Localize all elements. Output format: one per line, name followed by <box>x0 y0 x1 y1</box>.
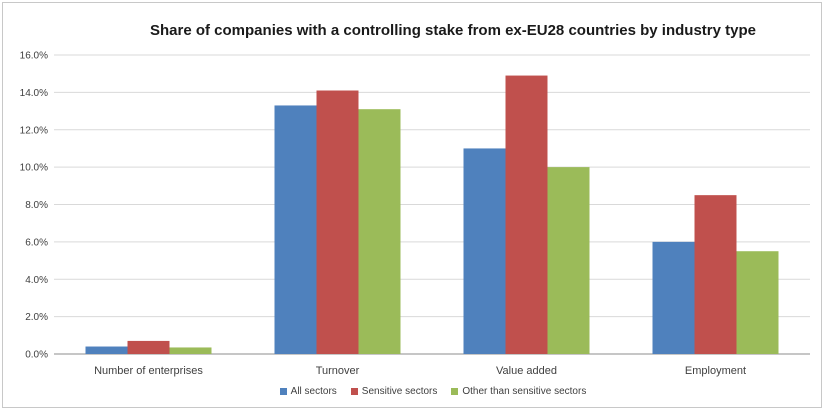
y-tick-label: 12.0% <box>20 125 48 136</box>
bar-sensitive-sectors <box>127 340 170 354</box>
y-tick-label: 6.0% <box>25 237 48 248</box>
y-tick-label: 4.0% <box>25 275 48 286</box>
legend-swatch-sensitive-sectors <box>350 388 358 395</box>
bar-all-sectors <box>463 148 506 354</box>
legend-item-sensitive-sectors: Sensitive sectors <box>350 386 438 397</box>
bar-all-sectors <box>652 241 695 354</box>
legend-label-sensitive-sectors: Sensitive sectors <box>361 386 438 397</box>
legend-swatch-all-sectors <box>279 388 287 395</box>
bar-sensitive-sectors <box>694 195 737 354</box>
x-category-label: Value added <box>496 365 557 377</box>
legend-item-all-sectors: All sectors <box>279 386 337 397</box>
legend-label-other-sectors: Other than sensitive sectors <box>462 386 587 397</box>
y-tick-label: 14.0% <box>20 88 48 99</box>
legend-item-other-sectors: Other than sensitive sectors <box>451 386 586 397</box>
legend: All sectors Sensitive sectors Other than… <box>0 386 826 397</box>
bar-sensitive-sectors <box>316 90 359 354</box>
legend-label-all-sectors: All sectors <box>290 386 337 397</box>
y-tick-label: 8.0% <box>25 200 48 211</box>
bar-other-than-sensitive-sectors <box>169 347 212 354</box>
x-category-label: Number of enterprises <box>94 365 203 377</box>
bar-other-than-sensitive-sectors <box>547 167 590 354</box>
y-tick-label: 2.0% <box>25 312 48 323</box>
y-tick-label: 10.0% <box>20 163 48 174</box>
y-tick-label: 16.0% <box>20 51 48 62</box>
bar-all-sectors <box>85 346 128 354</box>
x-category-label: Employment <box>685 365 746 377</box>
bar-sensitive-sectors <box>505 75 548 355</box>
legend-swatch-other-sectors <box>451 388 459 395</box>
bar-other-than-sensitive-sectors <box>358 109 401 354</box>
chart-title: Share of companies with a controlling st… <box>150 22 756 39</box>
x-category-label: Turnover <box>316 365 360 377</box>
bar-all-sectors <box>274 105 317 354</box>
bar-other-than-sensitive-sectors <box>736 251 779 354</box>
y-tick-label: 0.0% <box>25 350 48 361</box>
